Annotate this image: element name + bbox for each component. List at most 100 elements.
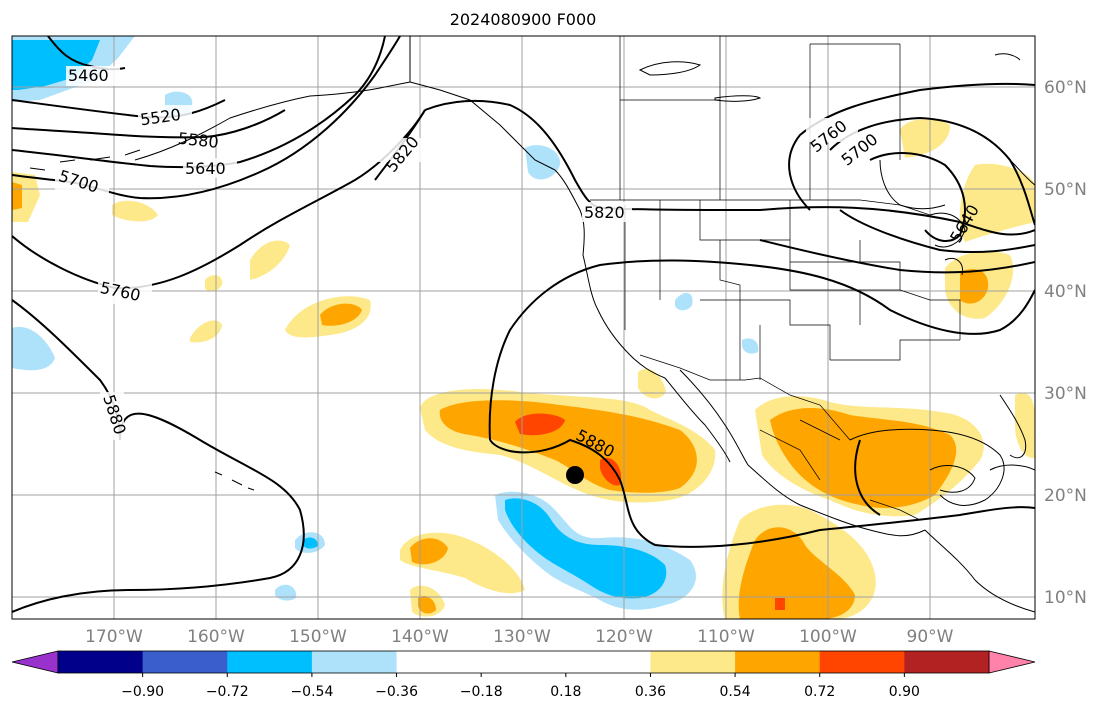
colorbar-tick-label: 0.18 (550, 684, 581, 700)
contour-label-5820-coast: 5820 (584, 203, 625, 222)
gulf-coast (849, 428, 1005, 506)
arctic-islands (638, 53, 1021, 102)
colorbar-tick-label: −0.54 (290, 684, 333, 700)
anomaly-orange-central (439, 400, 697, 493)
shaded-anomaly-regions (12, 36, 1035, 619)
lon-label-90w: 90°W (907, 627, 954, 647)
contour-5640-ne (869, 152, 966, 242)
lon-label-140w: 140°W (391, 627, 449, 647)
contour-5880-gulf (854, 439, 881, 516)
graticule (12, 36, 1035, 619)
anomaly-orange-d (320, 303, 362, 326)
mexico-west-coast (747, 464, 926, 537)
us-state-lines (624, 200, 961, 380)
anomaly-blue-hawaii (303, 537, 318, 549)
colorbar-extend-left (11, 650, 59, 674)
anomaly-blue-nw (12, 40, 100, 90)
lon-label-170w: 170°W (85, 627, 143, 647)
colorbar-outline (57, 650, 990, 674)
colorbar-segment (735, 651, 821, 673)
gulf-of-california (679, 369, 749, 466)
lon-label-110w: 110°W (697, 627, 755, 647)
anomaly-orange-ne-c (960, 268, 989, 304)
lat-label-60n: 60°N (1044, 78, 1087, 98)
colorbar-segment (311, 651, 398, 673)
colorbar-tick-label: 0.72 (804, 684, 835, 700)
anomaly-blue-south (505, 498, 667, 599)
aleutian-islands (29, 149, 141, 171)
colorbar-tick-label: 0.36 (635, 684, 666, 700)
contour-5820-ne (759, 239, 1035, 274)
contour-5880-c (488, 259, 1035, 441)
anomaly-yellow-east-coast (1015, 392, 1035, 459)
lat-label-50n: 50°N (1044, 180, 1087, 200)
hawaii-islands (214, 471, 255, 491)
lat-label-20n: 20°N (1044, 486, 1087, 506)
colorbar-segment (904, 651, 990, 673)
anomaly-yellow-c (205, 275, 223, 292)
colorbar-segment (481, 651, 567, 673)
anomaly-yellow-a (112, 200, 158, 222)
colorbar-ticks: −0.90 −0.72 −0.54 −0.36 −0.18 0.18 0.36 0.54 0.7… (121, 673, 920, 700)
longitude-axis: 170°W 160°W 150°W 140°W 130°W 120°W 110°… (85, 627, 954, 647)
lon-label-100w: 100°W (799, 627, 857, 647)
colorbar: −0.90 −0.72 −0.54 −0.36 −0.18 0.18 0.36 0.54 0.7… (11, 650, 1036, 700)
colorbar-tick-label: 0.54 (720, 684, 751, 700)
anomaly-red-south-mexico (775, 598, 785, 610)
colorbar-segments (58, 651, 990, 673)
alaska-coast (409, 36, 556, 171)
anomaly-orange-south-b (418, 595, 436, 614)
anomaly-yellow-baja (638, 368, 666, 399)
colorbar-segment (650, 651, 736, 673)
lon-label-120w: 120°W (595, 627, 653, 647)
baja-california (664, 377, 731, 463)
yucatan (929, 465, 976, 493)
contour-5760 (12, 109, 426, 290)
anomaly-red-central-b (600, 457, 622, 486)
anomaly-light-blue-us-b (742, 338, 759, 354)
anomaly-yellow-e (190, 320, 222, 343)
mexico-states (759, 419, 921, 521)
us-mexico-border (639, 354, 851, 441)
colorbar-segment (227, 651, 313, 673)
anomaly-orange-west (12, 182, 22, 210)
contour-5640 (12, 36, 386, 169)
latitude-axis: 60°N 50°N 40°N 30°N 20°N 10°N (1044, 78, 1087, 608)
contour-5700-ne (829, 116, 1035, 226)
contour-5760-ne-b (839, 209, 1035, 254)
colorbar-segment (565, 651, 651, 673)
lon-label-130w: 130°W (493, 627, 551, 647)
florida (999, 394, 1027, 459)
anomaly-light-blue-west-edge (12, 326, 55, 371)
colorbar-segment (819, 651, 905, 673)
colorbar-tick-label: 0.90 (889, 684, 920, 700)
colorbar-tick-label: −0.36 (375, 684, 418, 700)
anomaly-yellow-ne-b (959, 163, 1035, 242)
contour-label-5460: 5460 (68, 66, 109, 85)
bc-coast (554, 169, 585, 256)
coastlines (29, 36, 1035, 613)
lon-label-150w: 150°W (289, 627, 347, 647)
map-frame (11, 35, 1036, 620)
lon-label-160w: 160°W (187, 627, 245, 647)
colorbar-segment (396, 651, 482, 673)
lat-label-30n: 30°N (1044, 384, 1087, 404)
cuba (989, 464, 1035, 471)
us-west-coast (582, 254, 666, 379)
anomaly-light-blue-us (675, 292, 693, 311)
colorbar-tick-label: −0.18 (460, 684, 503, 700)
lat-label-10n: 10°N (1044, 588, 1087, 608)
colorbar-segment (58, 651, 144, 673)
contour-5880-b (12, 412, 305, 613)
contour-5760-ne (788, 82, 1035, 211)
lat-label-40n: 40°N (1044, 282, 1087, 302)
central-america (924, 529, 1035, 613)
anomaly-light-blue-bc (525, 145, 561, 180)
alaska-peninsula (134, 81, 411, 161)
anomaly-red-central-a (515, 413, 565, 436)
contour-label-5580: 5580 (177, 129, 219, 152)
contour-5880-d (489, 438, 1035, 548)
anomaly-orange-south-mexico (738, 527, 855, 619)
colorbar-tick-label: −0.90 (121, 684, 164, 700)
